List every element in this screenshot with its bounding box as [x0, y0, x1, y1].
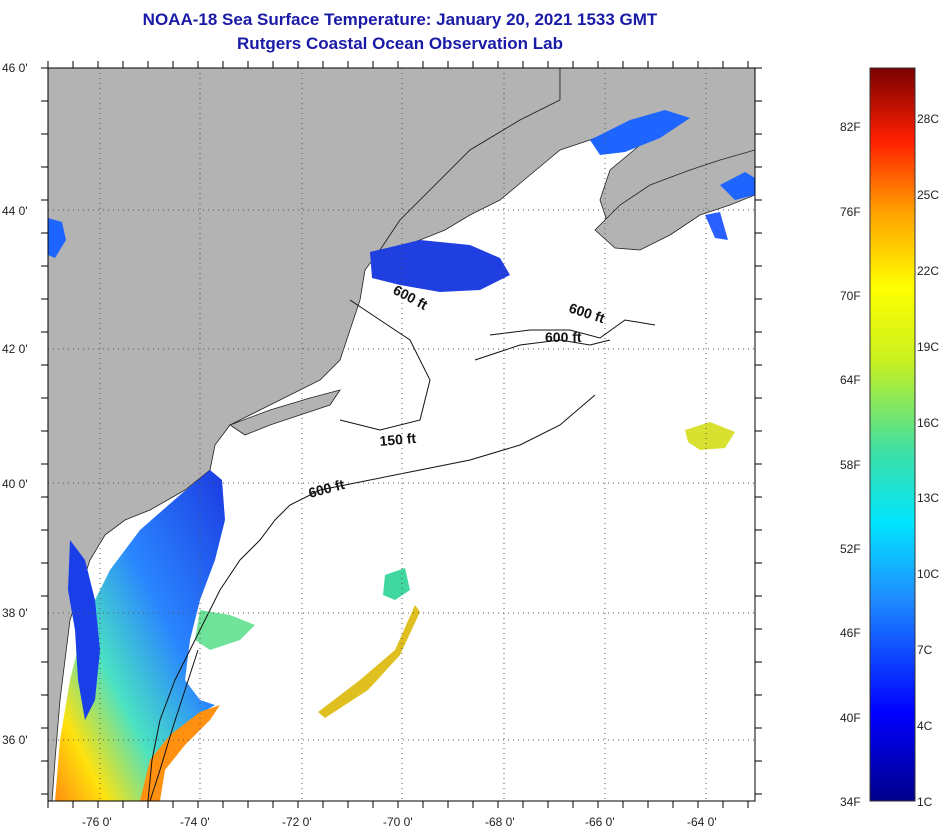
lon-label: -74 0' — [180, 815, 210, 829]
lon-label: -72 0' — [282, 815, 312, 829]
land-nova-scotia — [594, 149, 755, 251]
lat-label: 40 0' — [2, 477, 28, 491]
colorbar-c-label: 25C — [917, 188, 940, 202]
colorbar-f-label: 46F — [840, 626, 861, 640]
colorbar-c-label: 1C — [917, 795, 933, 809]
lat-label: 44 0' — [2, 204, 28, 218]
sst-offshore-green-2 — [195, 610, 255, 650]
depth-label-4: 150 ft — [379, 430, 417, 449]
sst-chesapeake — [68, 540, 100, 720]
chart-subtitle: Rutgers Coastal Ocean Observation Lab — [237, 34, 563, 53]
colorbar-c-label: 16C — [917, 416, 940, 430]
map-frame — [47, 67, 756, 802]
colorbar-c-label: 10C — [917, 567, 940, 581]
colorbar-f-label: 34F — [840, 795, 861, 809]
sst-east-yellow — [685, 422, 735, 450]
sst-bay-of-fundy — [590, 110, 690, 155]
colorbar-f-label: 40F — [840, 711, 861, 725]
colorbar-c-label: 19C — [917, 340, 940, 354]
sst-yellow-streak — [318, 605, 420, 718]
lon-label: -66 0' — [585, 815, 615, 829]
lon-label: -76 0' — [82, 815, 112, 829]
sst-ns-patch-2 — [705, 212, 728, 240]
land-long-island — [229, 389, 341, 436]
colorbar-f-label: 76F — [840, 205, 861, 219]
colorbar-f-label: 64F — [840, 373, 861, 387]
sst-upper-left — [48, 218, 66, 258]
colorbar-f-label: 52F — [840, 542, 861, 556]
colorbar-f-label: 58F — [840, 458, 861, 472]
colorbar-c-label: 7C — [917, 643, 933, 657]
lat-label: 42 0' — [2, 342, 28, 356]
colorbar-f-label: 70F — [840, 289, 861, 303]
lon-label: -70 0' — [383, 815, 413, 829]
sst-ns-patch — [720, 172, 755, 200]
bathymetry-contours — [147, 299, 656, 802]
colorbar-c-label: 22C — [917, 264, 940, 278]
chart-title: NOAA-18 Sea Surface Temperature: January… — [142, 10, 658, 29]
lat-label: 36 0' — [2, 733, 28, 747]
colorbar-c-label: 28C — [917, 112, 940, 126]
colorbar-f-label: 82F — [840, 120, 861, 134]
sst-offshore-green — [383, 568, 410, 600]
colorbar-c-label: 13C — [917, 491, 940, 505]
lon-label: -64 0' — [687, 815, 717, 829]
axis-ticks — [41, 61, 762, 808]
lon-label: -68 0' — [485, 815, 515, 829]
colorbar-c-label: 4C — [917, 719, 933, 733]
sst-gulf-of-maine — [370, 240, 510, 292]
colorbar — [869, 67, 916, 802]
lat-label: 38 0' — [2, 606, 28, 620]
sst-mid-atlantic — [55, 470, 225, 801]
grid-lines — [48, 68, 755, 801]
lat-label: 46 0' — [2, 61, 28, 75]
depth-label-3: 600 ft — [545, 329, 582, 345]
